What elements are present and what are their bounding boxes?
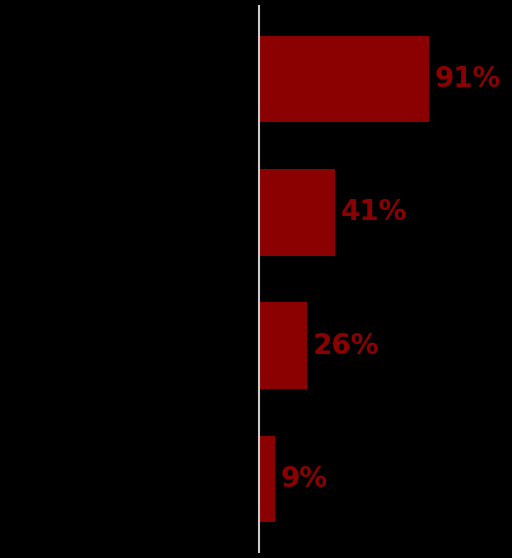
Bar bbox=[259, 169, 335, 256]
Text: 41%: 41% bbox=[341, 198, 407, 227]
Text: 91%: 91% bbox=[434, 65, 501, 93]
Bar bbox=[259, 302, 307, 389]
Bar bbox=[259, 36, 429, 122]
Text: 9%: 9% bbox=[281, 465, 328, 493]
Bar bbox=[259, 436, 275, 522]
Text: 26%: 26% bbox=[313, 331, 379, 360]
